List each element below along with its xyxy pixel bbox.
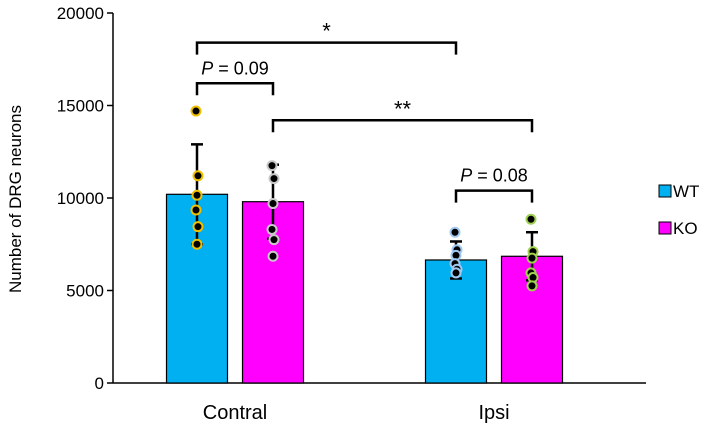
significance-bracket [195, 41, 458, 55]
y-tick-label: 10000 [57, 189, 104, 208]
data-point [192, 221, 204, 233]
significance-bracket [271, 119, 534, 133]
x-category-label: Ipsi [478, 402, 509, 424]
y-tick-label: 0 [95, 374, 104, 393]
data-point [525, 213, 537, 225]
significance-bracket [454, 189, 534, 203]
y-tick-label: 20000 [57, 4, 104, 23]
significance-label: * [322, 19, 331, 44]
data-point [526, 252, 538, 264]
data-point [191, 238, 203, 250]
legend: WT KO [658, 182, 699, 238]
data-point [266, 223, 278, 235]
data-point [450, 267, 462, 279]
p-value-symbol: P [460, 166, 472, 186]
bar-wt [424, 259, 488, 384]
points-group [190, 105, 539, 292]
data-point [192, 170, 204, 182]
data-point [190, 204, 202, 216]
y-tick-label: 5000 [66, 282, 104, 301]
data-point [266, 160, 278, 172]
y-tick-label: 15000 [57, 97, 104, 116]
p-value-label: P = 0.08 [460, 166, 528, 186]
axes-group: 0 5000 10000 15000 20000 Contral Ipsi [57, 4, 646, 424]
data-point [267, 198, 279, 210]
legend-swatch-ko [658, 221, 672, 235]
p-value-number: = 0.08 [472, 166, 528, 186]
y-axis-label: Number of DRG neurons [6, 105, 25, 293]
p-value-label: P = 0.09 [201, 58, 269, 78]
legend-label-ko: KO [673, 219, 698, 238]
legend-swatch-wt [658, 184, 672, 198]
significance-bracket [195, 82, 275, 96]
data-point [267, 250, 279, 262]
data-point [526, 280, 538, 292]
legend-label-wt: WT [673, 182, 699, 201]
p-value-symbol: P [201, 58, 213, 78]
p-value-number: = 0.09 [213, 58, 269, 78]
significance-label: ** [394, 96, 412, 121]
x-category-label: Contral [203, 402, 267, 424]
data-point [191, 189, 203, 201]
annotations-group: ***P = 0.09P = 0.08 [195, 19, 534, 203]
data-point [190, 105, 202, 117]
data-point [449, 226, 461, 238]
data-point [268, 234, 280, 246]
bars-group [165, 193, 564, 384]
data-point [268, 173, 280, 185]
